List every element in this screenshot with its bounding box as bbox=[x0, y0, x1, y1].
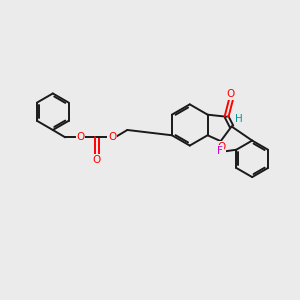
Text: F: F bbox=[217, 146, 223, 156]
Text: O: O bbox=[93, 155, 101, 165]
Text: O: O bbox=[76, 132, 85, 142]
Text: H: H bbox=[235, 114, 243, 124]
Text: O: O bbox=[108, 132, 116, 142]
Text: O: O bbox=[217, 142, 225, 152]
Text: O: O bbox=[227, 89, 235, 99]
